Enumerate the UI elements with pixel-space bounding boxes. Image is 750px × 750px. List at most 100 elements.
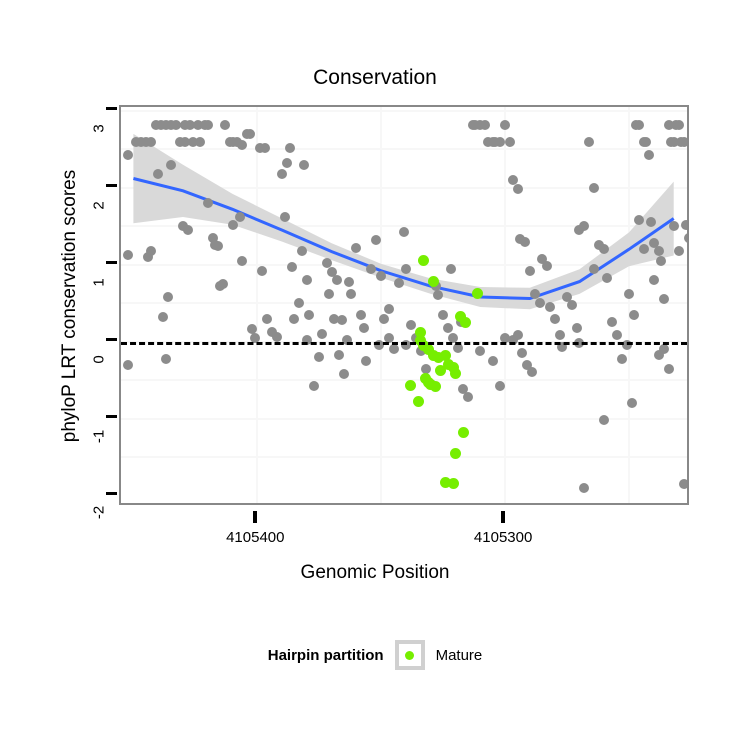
data-point-control <box>316 328 327 339</box>
data-point-control <box>301 335 312 346</box>
y-axis-tick <box>106 491 117 495</box>
data-point-mature <box>405 379 417 391</box>
data-point-control <box>401 340 411 351</box>
data-point-control <box>487 355 498 366</box>
y-axis-tick-label: -2 <box>90 506 108 520</box>
data-point-control <box>616 353 627 364</box>
data-point-control <box>522 359 533 370</box>
data-point-control <box>420 364 431 375</box>
data-point-control <box>438 309 449 320</box>
data-point-control <box>165 159 176 170</box>
data-point-control <box>244 128 255 139</box>
data-point-control <box>202 198 213 209</box>
data-point-control <box>366 263 377 274</box>
data-point-control <box>448 332 459 343</box>
data-point-control <box>289 313 300 324</box>
data-point-control <box>304 309 315 320</box>
data-point-control <box>633 215 644 226</box>
y-axis-tick-label: 0 <box>90 354 108 364</box>
data-point-control <box>638 244 649 255</box>
data-point-control <box>376 271 387 282</box>
data-point-control <box>505 136 516 147</box>
data-point-control <box>453 342 464 353</box>
data-point-control <box>334 350 345 361</box>
data-point-control <box>282 158 293 169</box>
x-axis-tick-label: 4105300 <box>473 529 533 546</box>
data-point-mature <box>417 255 429 267</box>
data-point-control <box>383 304 394 315</box>
data-point-control <box>653 245 664 256</box>
data-point-control <box>123 359 134 370</box>
data-point-control <box>299 159 310 170</box>
data-point-control <box>145 136 156 147</box>
data-point-control <box>351 242 362 253</box>
data-point-control <box>480 119 491 130</box>
data-point-control <box>458 384 468 395</box>
data-point-control <box>683 232 687 243</box>
data-point-control <box>673 119 684 130</box>
data-point-mature <box>447 361 459 373</box>
data-point-control <box>277 168 288 179</box>
data-point-control <box>393 278 404 289</box>
data-point-control <box>579 482 590 493</box>
data-point-control <box>415 345 426 356</box>
data-point-control <box>663 363 674 374</box>
data-point-control <box>279 212 290 222</box>
y-axis-tick-label: -1 <box>90 429 108 443</box>
data-point-control <box>648 275 659 286</box>
data-point-control <box>262 313 273 324</box>
data-point-mature <box>412 396 424 408</box>
data-point-control <box>358 322 369 333</box>
data-point-control <box>202 119 213 130</box>
data-point-control <box>495 136 506 147</box>
data-point-control <box>678 136 687 147</box>
data-point-control <box>658 344 669 355</box>
y-axis-tick <box>106 415 117 419</box>
data-point-control <box>648 238 659 249</box>
data-point-control <box>641 136 652 147</box>
data-point-mature <box>415 326 427 338</box>
y-axis-tick <box>106 184 117 188</box>
data-point-control <box>646 217 657 228</box>
data-point-control <box>237 255 248 266</box>
data-point-control <box>517 348 528 359</box>
data-point-control <box>500 119 511 130</box>
data-point-control <box>341 335 352 346</box>
legend-key-mature[interactable] <box>394 640 425 670</box>
data-point-control <box>579 221 590 232</box>
data-point-control <box>326 267 337 278</box>
data-point-control <box>658 294 669 305</box>
data-point-control <box>145 245 156 256</box>
x-axis-tick <box>253 511 258 523</box>
y-axis-tick-label: 3 <box>90 124 108 133</box>
data-point-control <box>207 232 218 243</box>
data-point-control <box>572 322 582 333</box>
gridline-horizontal <box>121 225 687 228</box>
data-point-control <box>378 313 389 324</box>
gridline-horizontal <box>121 148 687 151</box>
data-point-control <box>678 478 687 489</box>
data-point-control <box>512 330 523 341</box>
data-point-control <box>301 275 312 286</box>
gridline-horizontal <box>121 379 687 382</box>
loess-smooth-layer <box>133 133 675 310</box>
data-point-control <box>611 330 622 341</box>
data-point-control <box>668 221 679 232</box>
data-point-control <box>529 288 540 299</box>
data-point-mature <box>427 276 439 288</box>
data-point-control <box>527 367 538 378</box>
data-point-control <box>519 236 530 247</box>
data-point-control <box>589 182 600 193</box>
data-point-control <box>321 258 332 269</box>
gridline-horizontal <box>121 456 687 458</box>
data-point-control <box>123 149 134 160</box>
data-point-mature <box>440 476 452 488</box>
data-point-control <box>653 350 664 361</box>
data-point-control <box>567 299 578 310</box>
data-point-control <box>182 225 193 236</box>
data-point-control <box>192 119 203 130</box>
x-axis-label: Genomic Position <box>300 562 450 583</box>
data-point-mature <box>450 368 462 380</box>
data-point-control <box>606 317 617 328</box>
data-point-control <box>143 252 154 262</box>
